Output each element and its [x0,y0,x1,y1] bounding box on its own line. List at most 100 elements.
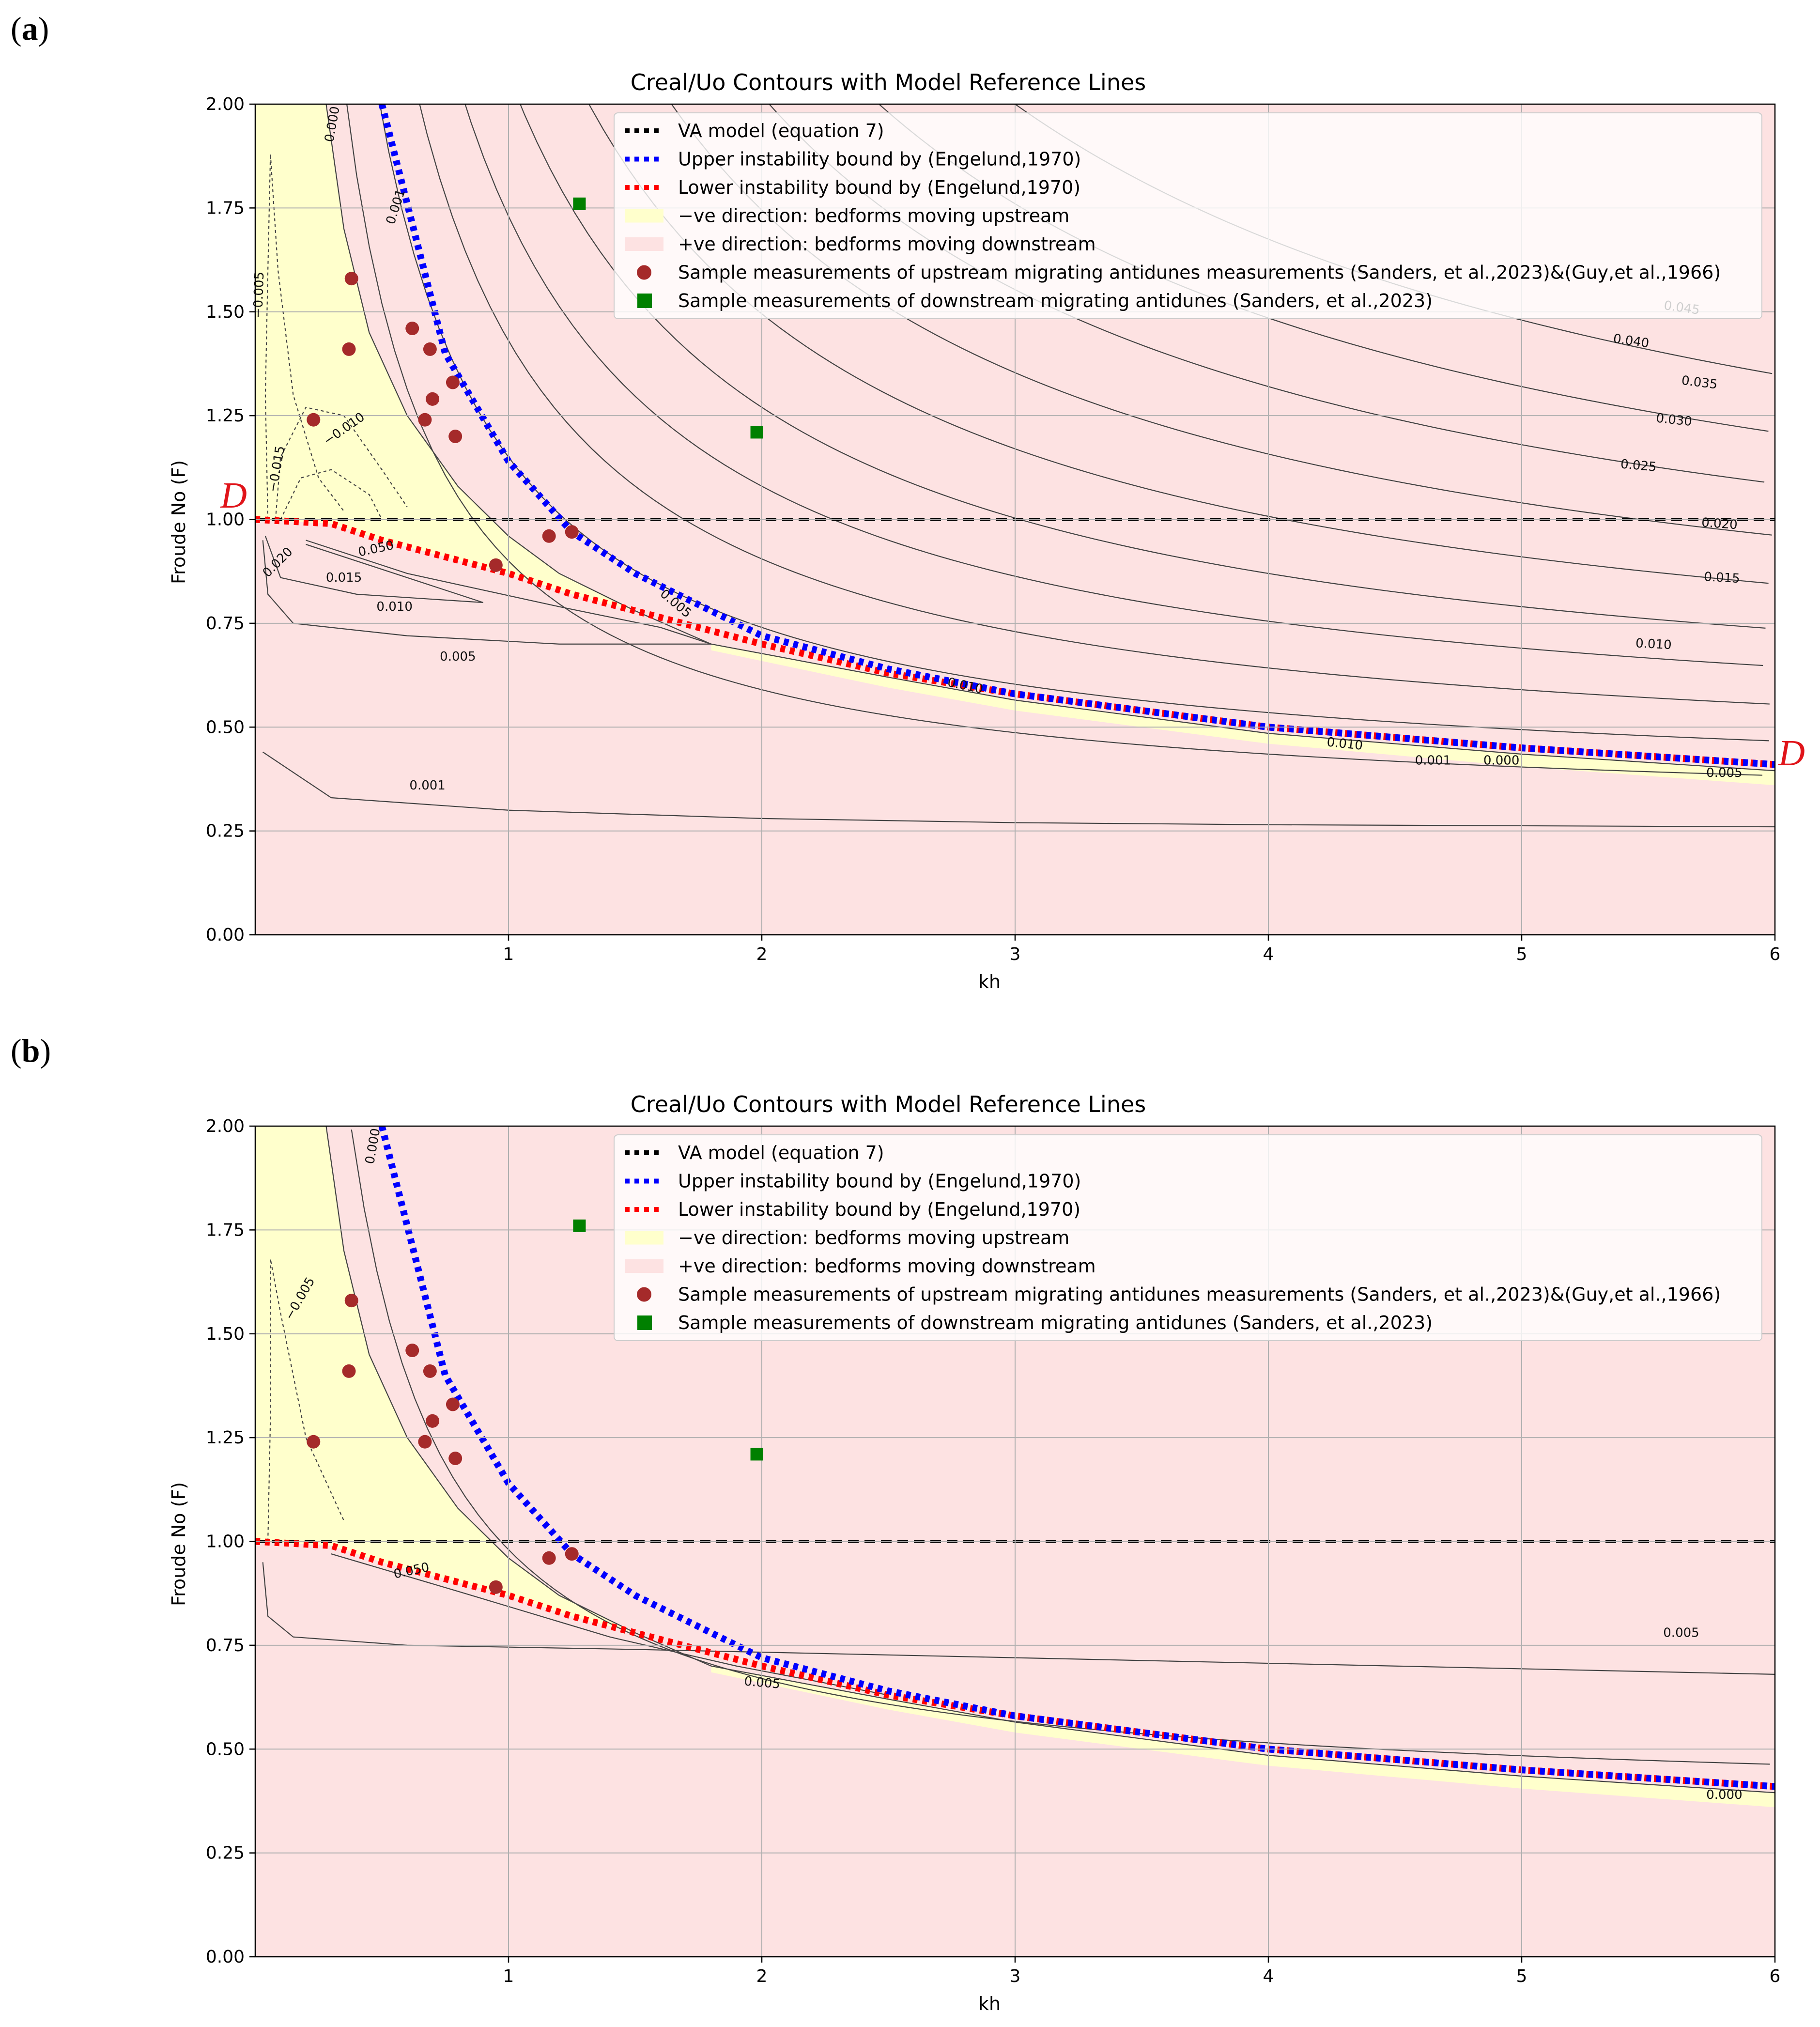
contour-neg-0005 [264,154,344,520]
contour-label-3: 0.005 [743,1674,781,1691]
ytick-label-5: 1.25 [206,1428,245,1448]
upstream-point-6 [426,392,440,406]
xtick-label-1: 2 [756,944,768,964]
chart-a-ylabel: Froude No (F) [168,460,189,584]
legend-label-0: VA model (equation 7) [678,120,884,141]
contour-label-7: 0.015 [326,571,362,585]
chart-a-title: Creal/Uo Contours with Model Reference L… [631,69,1146,95]
ytick-label-2: 0.50 [206,717,245,737]
contour-0005-lower [331,1553,889,1696]
contour-label-18: 0.015 [1704,570,1741,586]
upstream-point-10 [542,1551,556,1565]
legend-handle-6 [637,294,652,308]
legend-label-1: Upper instability bound by (Engelund,197… [678,149,1081,170]
panel-a-letter: (a) [11,10,49,47]
downstream-point-1 [750,1448,763,1461]
contour-0005-right [262,1562,1775,1675]
contour-positive-5 [588,104,1769,584]
contour-zero [325,1126,1775,1794]
contour-loop-0010 [264,536,484,603]
legend-handle-3 [625,209,663,223]
contour-positive-1 [379,104,1769,742]
chart-b-legend: VA model (equation 7) Upper instability b… [614,1134,1762,1341]
chart-b-title: Creal/Uo Contours with Model Reference L… [631,1091,1146,1117]
upstream-point-7 [446,1397,460,1411]
contour-label-2: −0.005 [251,272,267,319]
legend-handle-5 [637,265,651,280]
legend-label-3: −ve direction: bedforms moving upstream [678,205,1069,227]
panel-b: (b) Creal/Uo Contours with Model Referen… [11,1032,1780,2014]
legend-box [614,112,1762,319]
chart-a-marker-d-left: D [220,475,247,516]
panel-b-letter: (b) [11,1032,51,1069]
upstream-point-1 [342,342,356,356]
contour-label-10: 0.001 [409,778,445,793]
contour-label-9: 0.005 [440,650,476,664]
ytick-label-4: 1.00 [206,1532,245,1552]
legend-label-1: Upper instability bound by (Engelund,197… [678,1171,1081,1192]
contour-label-23: 0.001 [1415,753,1451,768]
upstream-point-4 [423,1364,437,1378]
ytick-label-8: 2.00 [206,1116,245,1136]
contour-label-22: 0.000 [1483,753,1519,768]
chart-b-ylabel: Froude No (F) [168,1482,189,1606]
contour-loop-0005 [262,540,711,645]
ytick-label-1: 0.25 [206,821,245,841]
ytick-label-3: 0.75 [206,614,245,634]
downstream-point-0 [573,1219,586,1232]
ytick-label-3: 0.75 [206,1636,245,1656]
contour-neg-0005 [267,1259,345,1542]
contour-label-8: 0.010 [376,600,412,614]
upper-bound-line [378,1126,1775,1790]
upstream-point-11 [565,1547,579,1561]
upstream-point-8 [448,430,463,443]
ytick-label-4: 1.00 [206,510,245,530]
downstream-point-0 [573,197,586,210]
contour-positive-3 [464,104,1763,666]
upstream-point-5 [418,1435,432,1449]
upstream-point-9 [489,558,503,572]
xtick-label-5: 6 [1770,944,1781,964]
contour-positive-0 [351,1130,1770,1765]
legend-label-2: Lower instability bound by (Engelund,197… [678,1199,1080,1220]
ytick-label-7: 1.75 [206,198,245,218]
legend-handle-6 [637,1315,652,1330]
xtick-label-1: 2 [756,1966,768,1986]
contour-label-17: 0.020 [1701,515,1738,532]
contour-label-5: 0.000 [1706,1788,1742,1802]
upstream-point-0 [344,272,358,286]
contour-neg-0015 [280,469,383,520]
legend-label-5: Sample measurements of upstream migratin… [678,262,1721,283]
xtick-label-5: 6 [1770,1966,1781,1986]
upstream-point-6 [426,1414,440,1428]
legend-label-3: −ve direction: bedforms moving upstream [678,1227,1069,1249]
ytick-label-6: 1.50 [206,1324,245,1344]
contour-positive-4 [520,104,1766,629]
legend-label-6: Sample measurements of downstream migrat… [678,290,1433,311]
xtick-label-2: 3 [1010,1966,1021,1986]
xtick-label-4: 5 [1516,1966,1527,1986]
upstream-point-9 [489,1580,503,1594]
upstream-point-0 [344,1294,358,1308]
ytick-label-6: 1.50 [206,302,245,322]
xtick-label-0: 1 [503,1966,514,1986]
legend-label-6: Sample measurements of downstream migrat… [678,1312,1433,1333]
contour-label-4: 0.005 [1663,1626,1699,1640]
upstream-point-8 [448,1452,463,1465]
upstream-point-2 [307,1435,321,1449]
upstream-point-2 [307,413,321,427]
upstream-point-4 [423,342,437,356]
legend-handle-4 [625,1259,663,1273]
xtick-label-3: 4 [1263,1966,1274,1986]
ytick-label-1: 0.25 [206,1843,245,1863]
ytick-label-0: 0.00 [206,925,245,945]
ytick-label-2: 0.50 [206,1739,245,1759]
upstream-band [711,644,1775,786]
legend-box [614,1134,1762,1341]
contours [262,104,1775,828]
ytick-label-5: 1.25 [206,406,245,426]
xtick-label-3: 4 [1263,944,1274,964]
upstream-point-11 [565,525,579,539]
chart-a-xlabel: kh [978,971,1001,992]
chart-a-legend: VA model (equation 7) Upper instability b… [614,112,1762,319]
